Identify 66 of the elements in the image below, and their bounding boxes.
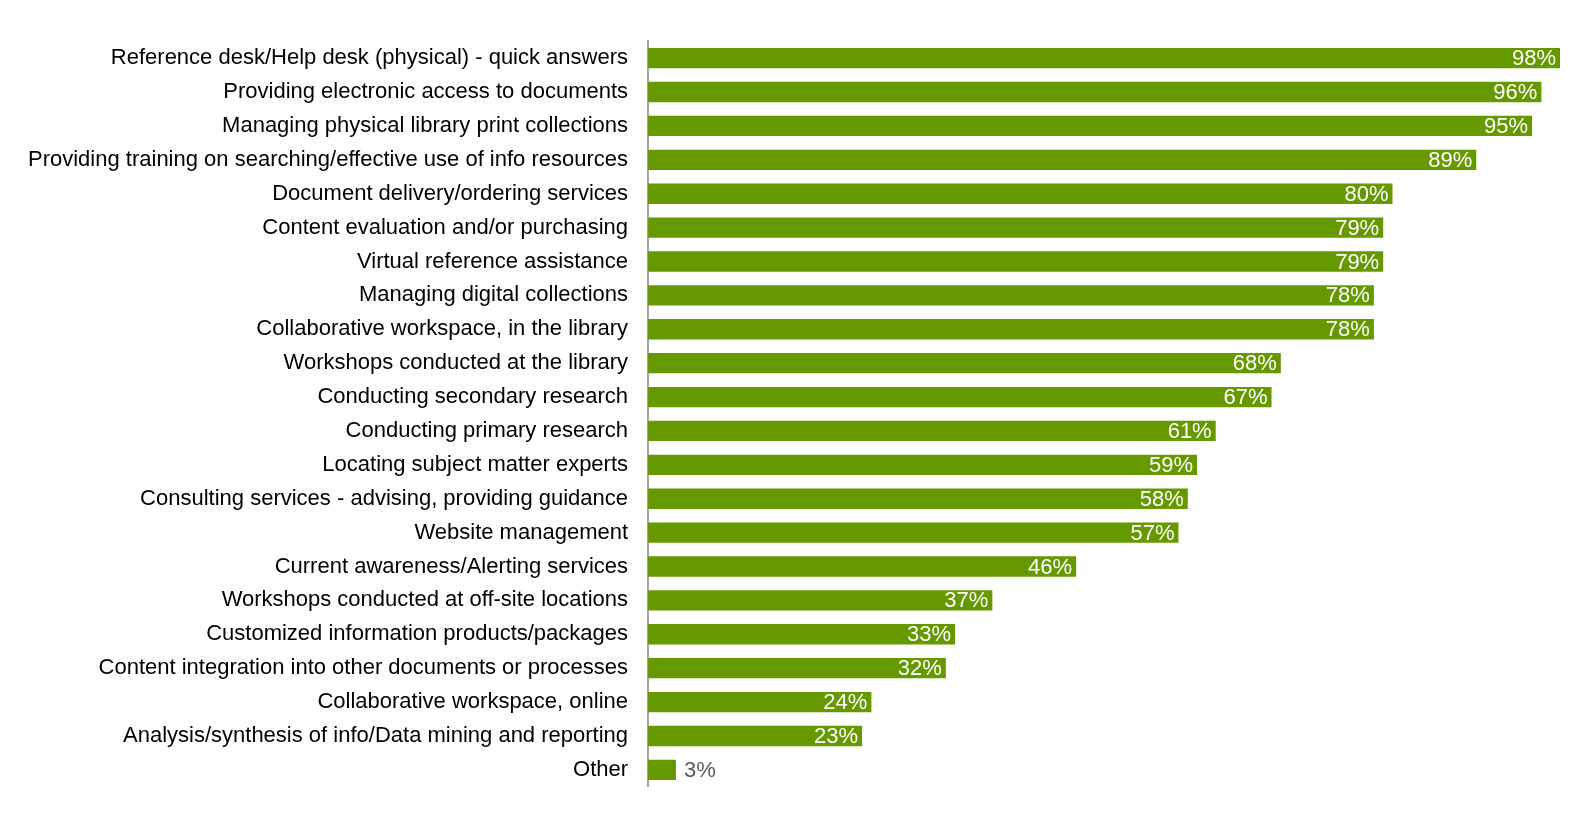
y-tick-label: Analysis/synthesis of info/Data mining and reporting — [123, 722, 629, 748]
bar — [648, 691, 872, 713]
y-tick-label: Consulting services - advising, providing guidance — [140, 484, 629, 510]
bar — [648, 81, 1542, 103]
data-label: 3% — [683, 756, 716, 782]
y-tick-label: Other — [573, 755, 629, 781]
bar — [648, 47, 1560, 69]
y-tick-label: Collaborative workspace, online — [317, 688, 629, 714]
y-tick-label: Collaborative workspace, in the library — [256, 315, 629, 341]
data-label: 98% — [1511, 45, 1556, 71]
bar — [648, 251, 1384, 272]
y-tick-label: Locating subject matter experts — [322, 450, 629, 476]
y-tick-label: Managing physical library print collections — [222, 111, 629, 137]
y-tick-label: Managing digital collections — [358, 281, 629, 307]
bar — [648, 386, 1272, 408]
bar — [648, 115, 1533, 137]
y-tick-label: Reference desk/Help desk (physical) - quick answers — [110, 44, 629, 70]
y-tick-label: Website management — [414, 518, 629, 544]
data-label: 68% — [1232, 350, 1277, 376]
data-label: 96% — [1493, 79, 1538, 105]
bar — [648, 590, 993, 611]
data-label: 89% — [1428, 146, 1473, 172]
y-tick-label: Content integration into other documents or processes — [98, 654, 629, 680]
data-label: 46% — [1028, 553, 1073, 579]
bar — [648, 556, 1077, 577]
bar — [648, 319, 1374, 340]
y-tick-label: Conducting primary research — [345, 417, 629, 443]
data-label: 59% — [1149, 451, 1194, 477]
bar — [648, 149, 1477, 170]
data-label: 95% — [1484, 112, 1529, 138]
data-label: 58% — [1139, 485, 1184, 511]
y-tick-label: Workshops conducted at off-site locations — [221, 586, 629, 612]
data-label: 37% — [944, 587, 989, 613]
bar — [648, 488, 1188, 509]
data-label: 80% — [1344, 180, 1389, 206]
data-label: 32% — [897, 655, 942, 681]
bar — [648, 725, 863, 747]
y-tick-label: Document delivery/ordering services — [272, 179, 629, 205]
data-label: 78% — [1325, 316, 1370, 342]
y-tick-label: Providing training on searching/effective use of info resources — [27, 145, 629, 171]
data-label: 67% — [1223, 384, 1268, 410]
y-tick-label: Virtual reference assistance — [356, 247, 629, 273]
bar — [648, 624, 956, 645]
bar — [648, 522, 1179, 543]
y-tick-label: Current awareness/Alerting services — [274, 552, 629, 578]
data-label: 79% — [1335, 214, 1380, 240]
data-label: 79% — [1335, 248, 1380, 274]
data-label: 57% — [1130, 519, 1175, 545]
data-label: 78% — [1325, 282, 1370, 308]
data-label: 23% — [814, 723, 859, 749]
y-tick-label: Content evaluation and/or purchasing — [262, 213, 629, 239]
y-tick-label: Conducting secondary research — [317, 383, 629, 409]
bar — [648, 353, 1281, 374]
bar — [648, 454, 1198, 475]
data-label: 33% — [907, 621, 952, 647]
bar — [648, 183, 1393, 204]
bar — [648, 658, 946, 679]
data-label: 61% — [1167, 418, 1212, 444]
bar — [648, 759, 676, 781]
y-tick-label: Providing electronic access to documents — [223, 78, 629, 104]
bar — [648, 420, 1216, 442]
bar — [648, 217, 1384, 238]
y-tick-label: Workshops conducted at the library — [283, 349, 629, 375]
bar — [648, 285, 1374, 306]
data-label: 24% — [823, 689, 868, 715]
y-tick-label: Customized information products/packages — [206, 620, 629, 646]
